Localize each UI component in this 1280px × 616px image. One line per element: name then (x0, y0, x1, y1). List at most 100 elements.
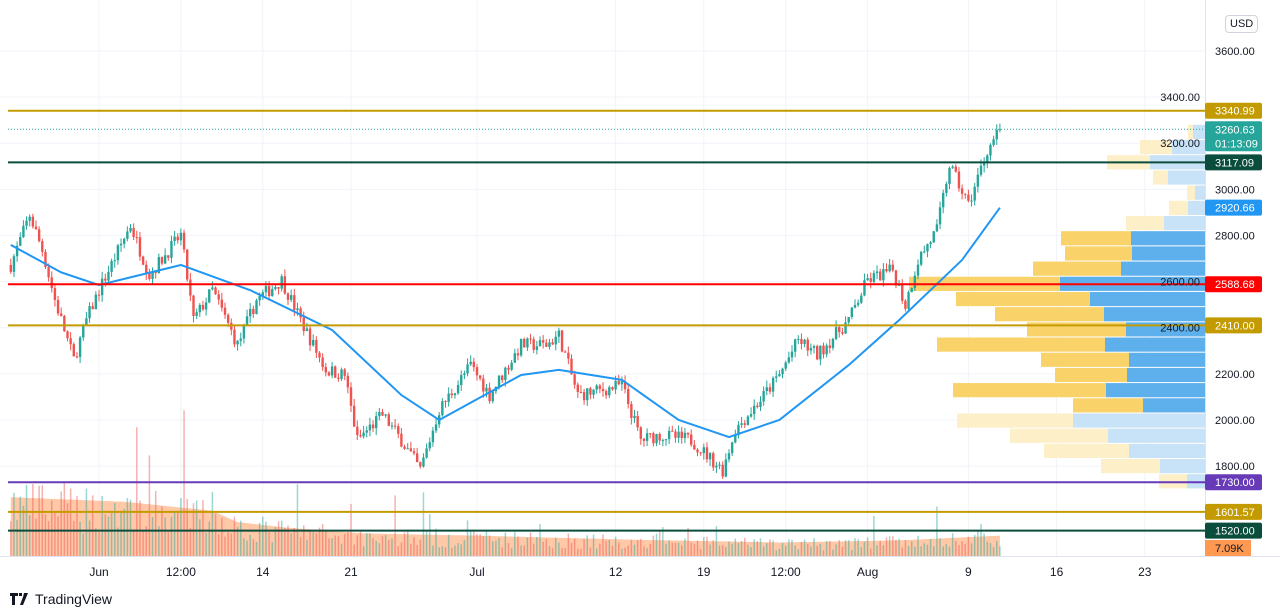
candle-body (223, 307, 227, 315)
candle-body (762, 391, 765, 402)
candle-body (677, 431, 680, 438)
candle-body (734, 435, 737, 443)
candle-body (951, 166, 954, 168)
candle-body (551, 342, 554, 345)
candle-body (460, 375, 463, 385)
candle-body (573, 374, 576, 385)
candle-body (56, 299, 60, 314)
candle-body (400, 433, 403, 447)
candle-body (879, 271, 882, 281)
candle-body (986, 155, 989, 162)
volume-profile-up-bar (1127, 367, 1205, 383)
candle-body (167, 255, 170, 258)
candle-body (119, 243, 123, 246)
volume-profile-up-bar (1131, 231, 1205, 246)
candle-body (126, 231, 129, 239)
candle-body (456, 384, 460, 394)
tradingview-logo[interactable]: TradingView (10, 591, 112, 607)
candle-body (75, 356, 79, 358)
candle-body (41, 241, 44, 252)
candle-body (104, 278, 107, 281)
price-tick-label: 3200.00 (1160, 138, 1200, 150)
price-label-box (1205, 154, 1262, 171)
candle-body (393, 425, 397, 427)
volume-profile-down-bar (995, 307, 1104, 322)
candle-body (368, 424, 372, 431)
candle-body (904, 300, 907, 309)
price-tick-label: 2800.00 (1215, 230, 1255, 242)
candle-body (469, 361, 472, 365)
candle-body (145, 264, 148, 274)
candle-body (614, 380, 617, 390)
candle-body (226, 314, 230, 323)
candle-body (743, 423, 746, 425)
price-tick-label: 3400.00 (1160, 92, 1200, 104)
volume-profile-down-bar (1169, 200, 1188, 215)
candle-body (289, 295, 293, 300)
candle-body (434, 424, 438, 431)
candle-body (271, 289, 274, 297)
candle-body (579, 391, 583, 393)
candle-body (730, 442, 734, 454)
volume-profile-up-bar (1160, 459, 1205, 474)
candle-body (655, 433, 658, 444)
candle-body (708, 453, 712, 460)
candle-body (778, 374, 781, 377)
candle-body (601, 388, 605, 392)
candle-body (195, 312, 198, 316)
candle-body (94, 294, 98, 310)
candle-body (793, 339, 797, 352)
candle-body (576, 384, 579, 392)
volume-profile-down-bar (1033, 261, 1121, 276)
candle-body (652, 433, 655, 444)
candle-body (110, 260, 113, 272)
candle-body (513, 353, 516, 363)
candle-body (302, 317, 305, 331)
candle-body (841, 332, 844, 334)
candle-body (9, 264, 12, 272)
candle-body (60, 313, 63, 316)
candle-body (450, 393, 453, 396)
candle-body (642, 438, 646, 441)
volume-label-box (1205, 539, 1251, 556)
price-label: 1730.00 (1215, 477, 1255, 489)
volume-profile-down-bar (1126, 215, 1164, 231)
price-axis[interactable]: 1800.00 2000.00 2200.00 2400.00 2600.00 2800.… (1160, 46, 1255, 473)
candle-body (674, 431, 677, 438)
candle-body (586, 388, 589, 401)
candle-body (305, 328, 309, 331)
candle-body (964, 193, 967, 195)
volume-profile-up-bar (1132, 246, 1205, 261)
candle-body (608, 387, 611, 396)
price-label: 2920.66 (1215, 203, 1255, 215)
candle-body (510, 362, 513, 370)
volume-profile-down-bar (1010, 428, 1108, 443)
candle-body (516, 353, 520, 356)
candle-body (850, 307, 854, 318)
tradingview-logo-icon (10, 593, 28, 605)
price-label: 1520.00 (1215, 526, 1255, 538)
candle-body (346, 375, 350, 388)
moving-average (10, 207, 1001, 439)
volume-profile-up-bar (1108, 428, 1205, 443)
candle-body (989, 144, 992, 156)
candle-body (771, 377, 775, 392)
time-axis[interactable]: Jun 12:00 14 21 Jul 12 19 12:00 Aug 9 16 23 (89, 565, 1151, 579)
price-tick-label: 2200.00 (1215, 369, 1255, 381)
candle-body (135, 237, 138, 239)
candle-body (463, 373, 466, 376)
time-tick-label: 12 (609, 565, 623, 579)
candle-body (721, 464, 724, 477)
candle-body (12, 256, 16, 272)
currency-button[interactable]: USD (1225, 15, 1259, 33)
candle-body (737, 424, 740, 436)
candle-body (362, 432, 365, 437)
price-label: 3340.99 (1215, 106, 1255, 118)
volume-profile-up-bar (1073, 413, 1205, 428)
candle-body (217, 294, 220, 300)
candle-body (258, 295, 261, 301)
candle-body (66, 331, 69, 339)
volume-profile-up-bar (1168, 170, 1205, 185)
candle-body (926, 244, 929, 252)
